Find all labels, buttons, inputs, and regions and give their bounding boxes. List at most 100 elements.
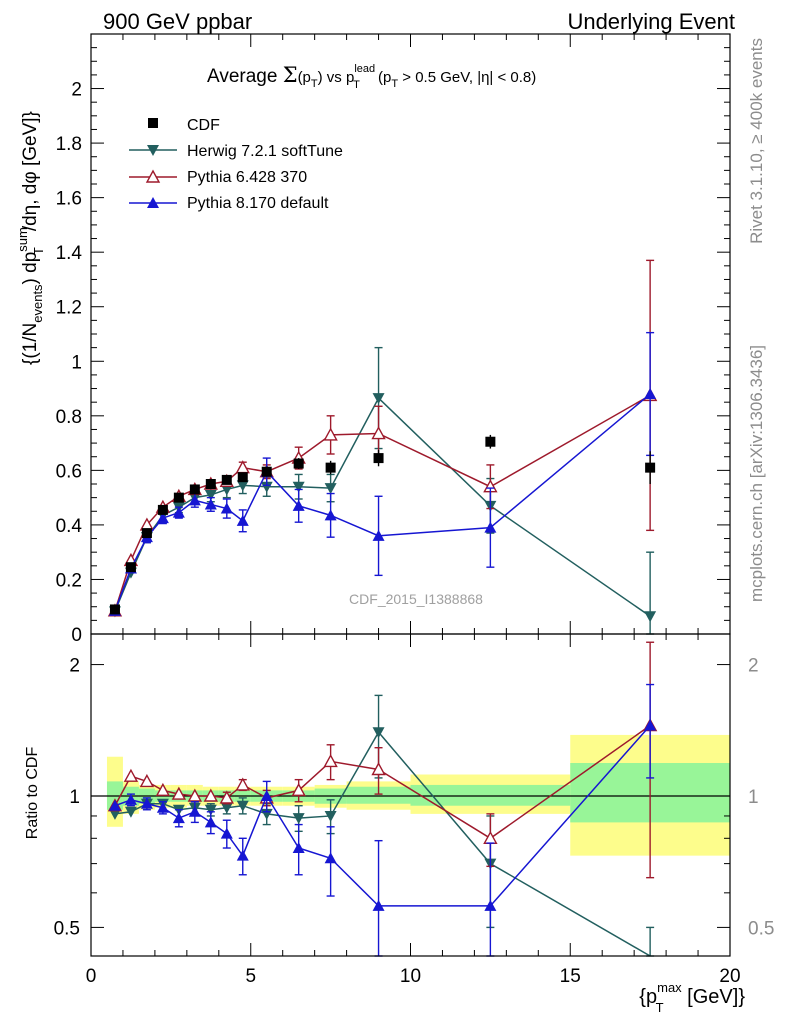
- ratio-point: [323, 753, 338, 768]
- main-point: [173, 492, 184, 503]
- ratio-point: [235, 777, 250, 791]
- ratio-point: [155, 782, 171, 797]
- ratio-point: [139, 773, 155, 788]
- ratio-series-layer: [107, 641, 658, 957]
- ratio-y-tick-label: 0.5: [54, 918, 80, 939]
- main-point: [485, 436, 496, 447]
- main-point: [292, 481, 305, 493]
- main-point: [484, 521, 497, 533]
- title-sigma-close: ): [318, 69, 323, 86]
- legend-label-pythia8: Pythia 8.170 default: [187, 195, 329, 212]
- main-point: [324, 483, 337, 495]
- main-panel: 0 0.2 0.4 0.6 0.8 1 1.2 1.4 1.6 1.8 2 CDF_2015_I13…: [15, 33, 731, 646]
- y-tick-label: 1.2: [56, 298, 82, 319]
- y-tick-label: 2: [71, 80, 82, 101]
- x-tick-label: 0: [86, 966, 97, 987]
- main-series-3: [108, 331, 657, 616]
- title-part-pre: Average: [207, 66, 283, 87]
- ylabel-sup-sum: sum: [15, 227, 30, 252]
- xlabel-sub: T: [656, 1000, 664, 1015]
- x-tick-label: 15: [560, 966, 581, 987]
- ratio-point: [124, 806, 137, 818]
- main-point: [645, 462, 656, 473]
- main-point: [236, 514, 249, 526]
- main-point: [221, 474, 232, 485]
- title-cut-sub: T: [391, 78, 398, 90]
- main-point: [236, 480, 249, 492]
- ratio-point: [108, 799, 121, 811]
- ratio-point: [324, 852, 337, 864]
- main-point: [125, 562, 136, 573]
- main-series-0: [109, 434, 656, 615]
- ratio-point: [172, 812, 185, 824]
- main-point: [204, 489, 217, 501]
- title-vs-sup: lead: [354, 63, 375, 75]
- main-point: [189, 484, 200, 495]
- ylabel-part-1: {(1/N: [20, 323, 41, 365]
- ratio-point: [483, 830, 498, 844]
- main-point: [373, 453, 384, 464]
- ylabel-sub-events: events: [30, 284, 45, 323]
- main-point: [157, 504, 168, 515]
- title-vs-sub: T: [353, 79, 360, 91]
- xlabel-open: {p: [639, 986, 657, 1008]
- title-sigma-arg: (p: [298, 69, 311, 86]
- y-tick-label: 1.8: [56, 134, 82, 155]
- y-tick-label: 1.6: [56, 189, 82, 210]
- legend-item-pythia8: Pythia 8.170 default: [129, 195, 329, 212]
- main-point: [261, 466, 272, 477]
- ratio-line-0: [114, 730, 651, 957]
- ratio-point: [204, 816, 217, 828]
- ratio-point: [108, 808, 121, 820]
- legend-label-cdf: CDF: [187, 117, 220, 134]
- legend-item-cdf: CDF: [148, 117, 220, 134]
- main-point: [141, 528, 152, 539]
- main-point: [220, 484, 233, 496]
- ratio-point: [260, 789, 273, 801]
- main-point: [324, 509, 337, 521]
- ratio-y-tick-label-right: 2: [748, 656, 759, 677]
- header-right: Underlying Event: [567, 9, 735, 34]
- y-tick-label: 1: [71, 352, 82, 373]
- ratio-point: [204, 804, 217, 816]
- x-tick-label: 20: [719, 966, 740, 987]
- main-point: [372, 529, 385, 541]
- main-series-layer: [107, 259, 658, 635]
- main-point: [644, 388, 657, 399]
- ylabel-part-3: /dη, dφ [GeV]}: [20, 111, 41, 231]
- ratio-point: [187, 788, 203, 802]
- main-point: [325, 462, 336, 473]
- title-cut-open: (p: [374, 69, 392, 86]
- xlabel-sup: max: [657, 980, 682, 995]
- title-vs: vs p: [323, 69, 355, 86]
- main-point: [235, 460, 250, 474]
- ratio-point: [123, 768, 139, 782]
- plot-title: Average Σ(pT) vs plead T (pT > 0.5 GeV, |…: [207, 63, 536, 91]
- main-point: [188, 494, 201, 506]
- ratio-point: [372, 727, 385, 739]
- ratio-y-tick-label: 2: [69, 656, 80, 677]
- legend-marker-herwig: [147, 145, 159, 156]
- ratio-y-tick-label-right: 0.5: [748, 918, 774, 939]
- main-point: [260, 481, 273, 493]
- ratio-panel: 0.5 0.51 12 20 5 10 15 20 Ratio to CDF {pmax T […: [24, 633, 774, 1015]
- main-point: [220, 502, 233, 514]
- main-point: [292, 499, 305, 511]
- ratio-point: [236, 849, 249, 861]
- legend-label-pythia6: Pythia 6.428 370: [187, 169, 307, 186]
- ratio-point: [124, 793, 137, 805]
- main-point: [644, 611, 657, 623]
- y-tick-label: 0.8: [56, 407, 82, 428]
- xlabel-close: [GeV]}: [682, 986, 746, 1008]
- legend-marker-pythia8: [147, 197, 159, 208]
- main-point: [109, 604, 120, 615]
- ratio-point: [140, 797, 153, 809]
- main-point: [371, 426, 386, 440]
- ratio-y-tick-label: 1: [69, 787, 80, 808]
- ratio-frame: [90, 633, 731, 957]
- ylabel-sub-t: T: [31, 247, 46, 255]
- x-axis-label: {pmax T [GeV]}: [639, 980, 745, 1015]
- legend: CDF Herwig 7.2.1 softTune Pythia 6.428 3…: [129, 117, 343, 212]
- ratio-series-1: [107, 641, 658, 879]
